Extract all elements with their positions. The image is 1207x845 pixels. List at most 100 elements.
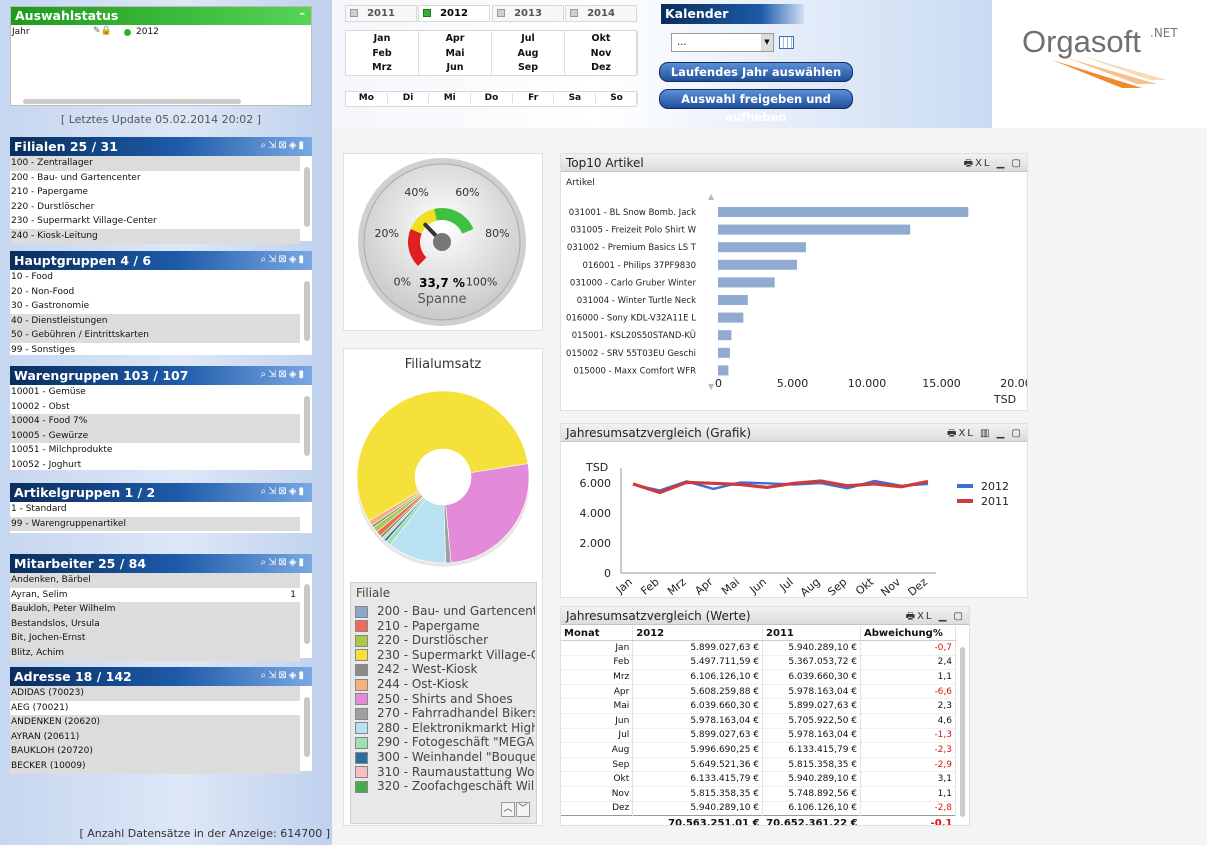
- listbox-item[interactable]: 220 - Durstlöscher: [10, 200, 300, 215]
- legend-item[interactable]: 280 - Elektronikmarkt HighLe: [355, 721, 535, 736]
- listbox-item[interactable]: Andenken, Bärbel: [10, 573, 300, 588]
- legend-item[interactable]: 270 - Fahrradhandel Bikersto: [355, 706, 535, 721]
- listbox-item[interactable]: 210 - Papergame: [10, 185, 300, 200]
- year-2012-button[interactable]: 2012: [418, 5, 490, 22]
- legend-item[interactable]: 200 - Bau- und Gartencenter: [355, 604, 535, 619]
- listbox-item[interactable]: 200 - Bau- und Gartencenter: [10, 171, 300, 186]
- bar[interactable]: [718, 259, 797, 270]
- weekday-Sa[interactable]: Sa: [555, 93, 597, 103]
- listbox-scrollbar[interactable]: [304, 396, 310, 456]
- month-Mai[interactable]: Mai: [445, 47, 465, 59]
- listbox-item[interactable]: Bit, Jochen-Ernst: [10, 631, 300, 646]
- legend-item[interactable]: 220 - Durstlöscher: [355, 633, 535, 648]
- listbox-item[interactable]: 50 - Gebühren / Eintrittskarten: [10, 328, 300, 343]
- listbox-item[interactable]: 10052 - Joghurt: [10, 458, 300, 473]
- listbox-scrollbar[interactable]: [304, 697, 310, 757]
- table-vertical-scrollbar[interactable]: [960, 647, 965, 817]
- listbox-item[interactable]: Blitz, Achim: [10, 645, 300, 661]
- clear-selection-button[interactable]: Auswahl freigeben und aufheben: [659, 89, 853, 124]
- listbox-item[interactable]: 30 - Gastronomie: [10, 299, 300, 314]
- bar[interactable]: [718, 295, 748, 305]
- listbox-item[interactable]: 20 - Non-Food: [10, 285, 300, 300]
- legend-item[interactable]: 290 - Fotogeschäft "MEGAPI: [355, 735, 535, 750]
- month-Nov[interactable]: Nov: [590, 47, 612, 59]
- month-Apr[interactable]: Apr: [445, 33, 465, 44]
- listbox-item[interactable]: 99 - Warengruppenartikel: [10, 516, 300, 532]
- month-Jul[interactable]: Jul: [521, 33, 535, 44]
- year-2011-button[interactable]: 2011: [345, 5, 417, 22]
- listbox-item[interactable]: 10051 - Milchprodukte: [10, 443, 300, 458]
- listbox-scrollbar[interactable]: [304, 167, 310, 227]
- table-column-header[interactable]: Monat: [561, 626, 634, 642]
- bar[interactable]: [718, 277, 775, 288]
- table-column-header[interactable]: 2011: [762, 626, 862, 642]
- clear-selection-icon[interactable]: ✎🔒: [93, 26, 112, 36]
- listbox-tools-icon[interactable]: ⌕⇲⊠◈▮: [260, 254, 306, 265]
- legend-item[interactable]: 244 - Ost-Kiosk: [355, 677, 535, 692]
- listbox-tools-icon[interactable]: ⌕⇲⊠◈▮: [260, 486, 306, 497]
- listbox-item[interactable]: 10002 - Obst: [10, 400, 300, 415]
- year-2014-button[interactable]: 2014: [565, 5, 637, 22]
- weekday-So[interactable]: So: [596, 93, 638, 103]
- bar-scroll-down-icon[interactable]: ▼: [708, 382, 715, 391]
- listbox-item[interactable]: Ayran, Selim 1: [10, 588, 300, 603]
- listbox-item[interactable]: AYRAN (20611): [10, 729, 300, 745]
- dropdown-arrow-icon[interactable]: ▼: [761, 34, 773, 51]
- select-current-year-button[interactable]: Laufendes Jahr auswählen: [659, 62, 853, 82]
- legend-item[interactable]: 320 - Zoofachgeschäft WilliW: [355, 779, 535, 794]
- bar-scroll-up-icon[interactable]: ▲: [708, 192, 715, 201]
- month-Aug[interactable]: Aug: [517, 47, 539, 59]
- listbox-item[interactable]: Baukloh, Peter Wilhelm: [10, 602, 300, 617]
- listbox-item[interactable]: BECKER (10009): [10, 758, 300, 774]
- listbox-scrollbar[interactable]: [304, 584, 310, 644]
- weekday-Fr[interactable]: Fr: [513, 93, 555, 103]
- month-Dez[interactable]: Dez: [591, 62, 611, 73]
- bar[interactable]: [718, 312, 744, 323]
- weekday-Di[interactable]: Di: [388, 93, 430, 103]
- table-column-header[interactable]: 2012: [632, 626, 764, 642]
- listbox-item[interactable]: Bestandslos, Ursula: [10, 616, 300, 632]
- listbox-item[interactable]: 10 - Food: [10, 270, 300, 285]
- month-Feb[interactable]: Feb: [372, 47, 392, 59]
- listbox-item[interactable]: 240 - Kiosk-Leitung: [10, 228, 300, 244]
- bar[interactable]: [718, 365, 729, 376]
- legend-item[interactable]: 250 - Shirts and Shoes: [355, 692, 535, 707]
- date-input[interactable]: ... ▼: [671, 33, 774, 52]
- weekday-Do[interactable]: Do: [471, 93, 513, 103]
- listbox-item[interactable]: 40 - Dienstleistungen: [10, 313, 300, 329]
- legend-item[interactable]: 210 - Papergame: [355, 619, 535, 634]
- listbox-item[interactable]: BAUKLOH (20720): [10, 744, 300, 759]
- listbox-item[interactable]: 1 - Standard: [10, 502, 300, 517]
- line-series-2011[interactable]: [632, 479, 929, 495]
- listbox-item[interactable]: 10004 - Food 7%: [10, 414, 300, 429]
- listbox-item[interactable]: 99 - Sonstiges: [10, 343, 300, 358]
- month-Mrz[interactable]: Mrz: [372, 62, 392, 73]
- listbox-tools-icon[interactable]: ⌕⇲⊠◈▮: [260, 140, 306, 151]
- legend-item[interactable]: 300 - Weinhandel "Bouquet": [355, 750, 535, 765]
- month-Jun[interactable]: Jun: [446, 62, 464, 73]
- legend-item[interactable]: 242 - West-Kiosk: [355, 662, 535, 677]
- month-Okt[interactable]: Okt: [591, 33, 611, 44]
- month-Jan[interactable]: Jan: [373, 33, 391, 44]
- listbox-item[interactable]: 10001 - Gemüse: [10, 385, 300, 400]
- listbox-item[interactable]: 100 - Zentrallager: [10, 156, 300, 171]
- calendar-icon[interactable]: [779, 36, 794, 49]
- table-column-header[interactable]: Abweichung%: [860, 626, 956, 642]
- listbox-item[interactable]: 10005 - Gewürze: [10, 428, 300, 444]
- listbox-scrollbar[interactable]: [304, 281, 310, 341]
- legend-scroll-buttons[interactable]: ︿ ﹀: [501, 802, 533, 819]
- listbox-item[interactable]: ANDENKEN (20620): [10, 715, 300, 730]
- listbox-tools-icon[interactable]: ⌕⇲⊠◈▮: [260, 557, 306, 568]
- listbox-item[interactable]: 230 - Supermarkt Village-Center: [10, 214, 300, 229]
- bar[interactable]: [718, 347, 730, 358]
- bar[interactable]: [718, 224, 911, 235]
- legend-item[interactable]: 310 - Raumaustattung Wohn: [355, 765, 535, 780]
- listbox-tools-icon[interactable]: ⌕⇲⊠◈▮: [260, 670, 306, 681]
- bar[interactable]: [718, 207, 969, 217]
- month-Sep[interactable]: Sep: [517, 62, 539, 73]
- panel-tools-icon[interactable]: 🖶XL ▁ ▢: [905, 611, 965, 622]
- year-2013-button[interactable]: 2013: [492, 5, 564, 22]
- listbox-tools-icon[interactable]: ⌕⇲⊠◈▮: [260, 369, 306, 380]
- listbox-item[interactable]: AEG (70021): [10, 701, 300, 716]
- scroll-up-icon[interactable]: ︿: [501, 802, 515, 817]
